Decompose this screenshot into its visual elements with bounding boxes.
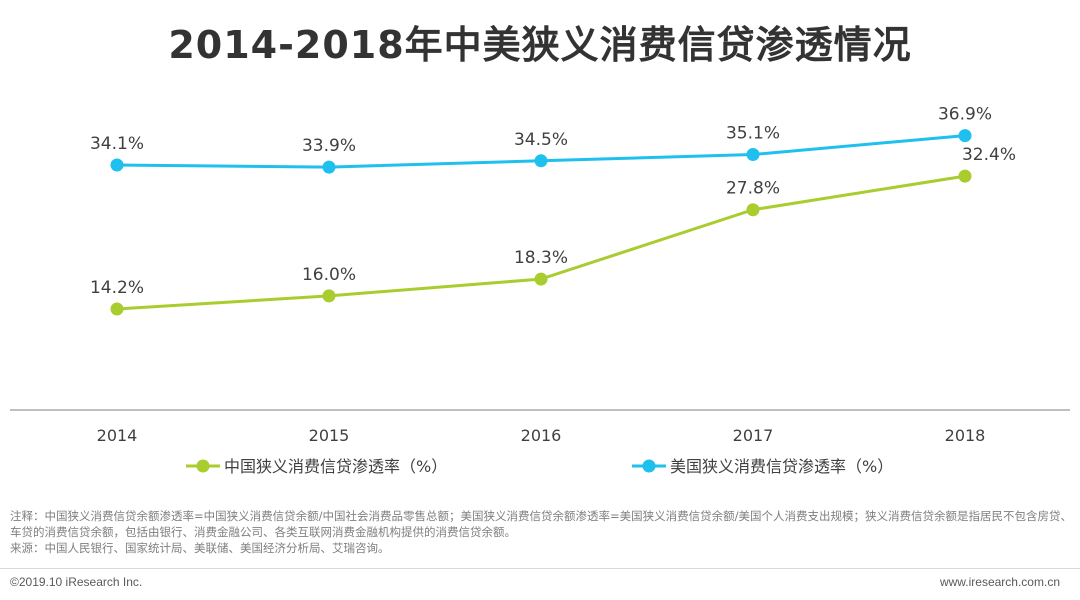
data-label: 18.3% (514, 248, 568, 268)
data-label: 14.2% (90, 278, 144, 298)
data-point (322, 160, 336, 174)
data-point (958, 169, 972, 183)
legend-label: 中国狭义消费信贷渗透率（%） (224, 457, 447, 476)
data-point (746, 148, 760, 161)
notes-source: 来源：中国人民银行、国家统计局、美联储、美国经济分析局、艾瑞咨询。 (10, 541, 390, 555)
footer-divider (0, 568, 1080, 569)
x-tick-label: 2016 (521, 426, 562, 445)
x-tick-label: 2015 (309, 426, 350, 445)
data-point (110, 158, 124, 172)
x-tick-label: 2017 (733, 426, 774, 445)
legend-item-china: 中国狭义消费信贷渗透率（%） (186, 457, 447, 476)
line-chart: 14.2% 16.0% 18.3% 27.8% 32.4% 34.1% 33.9% 34.5%… (10, 105, 1070, 476)
chart-title: 2014-2018年中美狭义消费信贷渗透情况 (168, 23, 912, 67)
x-tick-label: 2018 (945, 426, 986, 445)
data-point (534, 272, 548, 286)
x-tick-label: 2014 (97, 426, 138, 445)
data-point (534, 154, 548, 168)
series-usa: 34.1% 33.9% 34.5% 35.1% 36.9% (90, 105, 992, 174)
data-label: 33.9% (302, 136, 356, 156)
data-point (322, 289, 336, 303)
data-label: 27.8% (726, 179, 780, 199)
data-label: 34.5% (514, 130, 568, 150)
data-label: 36.9% (938, 105, 992, 125)
footer-website[interactable]: www.iresearch.com.cn (939, 575, 1060, 589)
notes-definition: 注释：中国狭义消费信贷余额渗透率=中国狭义消费信贷余额/中国社会消费品零售总额；… (10, 509, 1073, 539)
data-label: 32.4% (962, 145, 1016, 165)
legend-item-usa: 美国狭义消费信贷渗透率（%） (632, 457, 893, 476)
data-point (746, 203, 760, 217)
legend-marker (196, 459, 210, 473)
series-line (116, 174, 966, 311)
data-label: 16.0% (302, 265, 356, 285)
chart-notes: 注释：中国狭义消费信贷余额渗透率=中国狭义消费信贷余额/中国社会消费品零售总额；… (10, 508, 1074, 556)
series-china: 14.2% 16.0% 18.3% 27.8% 32.4% (90, 145, 1016, 316)
data-label: 35.1% (726, 124, 780, 144)
footer-copyright: ©2019.10 iResearch Inc. (10, 575, 143, 589)
legend-label: 美国狭义消费信贷渗透率（%） (670, 457, 893, 476)
legend-marker (642, 459, 656, 473)
data-point (110, 302, 124, 316)
data-point (958, 129, 972, 143)
data-label: 34.1% (90, 134, 144, 154)
